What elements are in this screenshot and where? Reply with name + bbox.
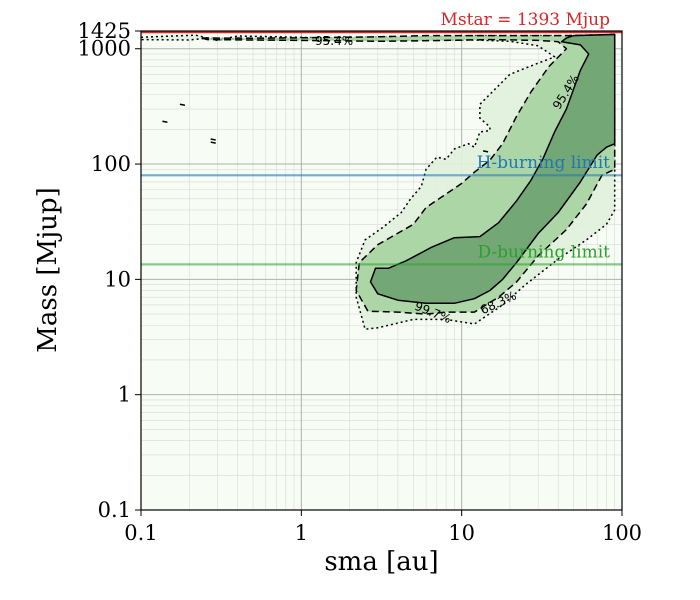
y-tick-label: 1425 (78, 19, 131, 43)
y-tick-label: 100 (91, 152, 131, 176)
plot-frame (140, 30, 623, 511)
h-burning-label: H-burning limit (477, 153, 611, 173)
contour-island (482, 150, 489, 153)
y-tick-label: 10 (104, 267, 131, 291)
d-burning-label: D-burning limit (477, 242, 610, 262)
mstar-label: Mstar = 1393 Mjup (441, 10, 611, 30)
contour-68-3pct (369, 33, 616, 305)
contour-level-label: 95.4% (315, 34, 353, 48)
contour-island (179, 103, 186, 106)
contour-regions (141, 33, 616, 330)
y-tick-label: 1000 (78, 37, 131, 61)
contour-island (162, 120, 168, 123)
y-axis-label: Mass [Mjup] (33, 187, 63, 352)
x-axis-label: sma [au] (324, 547, 438, 577)
x-axis-ticks: 0.1 1 10 100 (124, 510, 642, 545)
y-tick-label: 0.1 (98, 498, 131, 522)
x-tick-label: 1 (295, 521, 308, 545)
contour-island (210, 141, 216, 144)
contour-island (210, 138, 216, 141)
y-tick-label: 1 (118, 383, 131, 407)
x-tick-label: 0.1 (124, 521, 157, 545)
reference-lines: Mstar = 1393 Mjup H-burning limit D-burnin… (141, 10, 622, 266)
x-tick-label: 100 (602, 521, 642, 545)
x-tick-label: 10 (448, 521, 475, 545)
